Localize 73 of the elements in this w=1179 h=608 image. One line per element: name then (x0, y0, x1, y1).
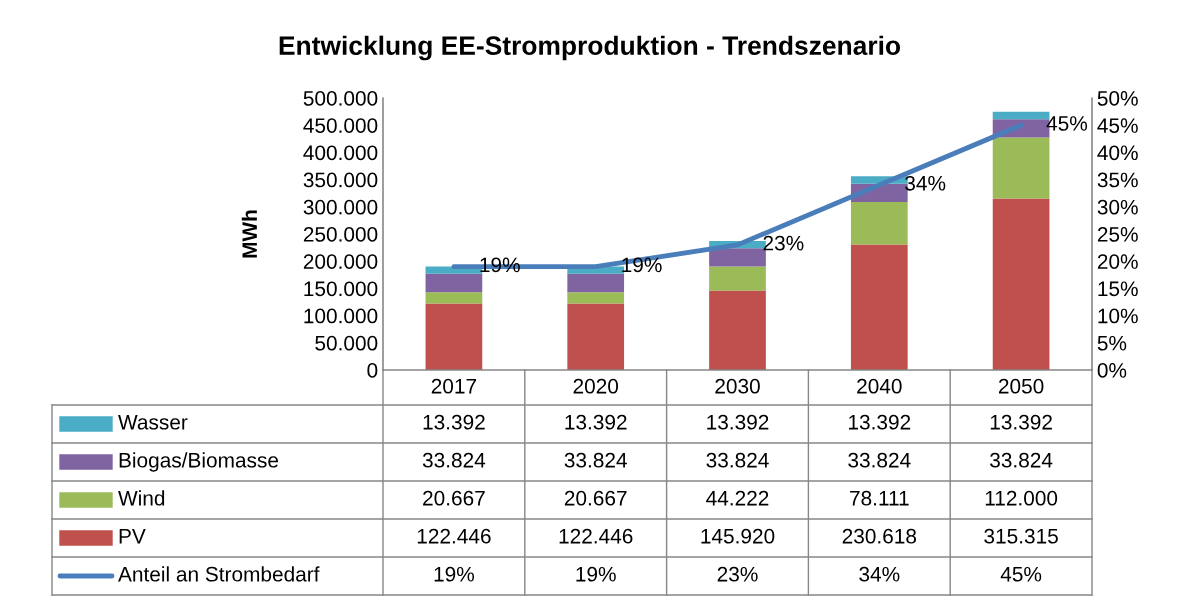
data-label: 13.392 (707, 414, 769, 430)
y-tick-label: 200.000 (303, 254, 378, 269)
legend-label: PV (119, 529, 146, 544)
data-label: 122.446 (417, 528, 491, 544)
bar (709, 266, 766, 291)
y-tick-label: 150.000 (304, 281, 378, 297)
y-tick-label: 450.000 (303, 118, 378, 133)
bar (567, 273, 625, 293)
x-tick-label: 2050 (998, 378, 1044, 394)
y2-tick-label: 20% (1097, 254, 1138, 269)
data-label: 112.000 (985, 490, 1058, 506)
data-label: 19% (576, 566, 616, 582)
y-tick-label: 500.000 (303, 91, 378, 106)
data-label: 122.446 (559, 528, 633, 544)
bar (850, 202, 908, 245)
y-tick-label: 300.000 (303, 199, 378, 215)
data-label: 44.222 (706, 490, 769, 506)
y-tick-label: 350.000 (303, 172, 378, 188)
data-label: 20.667 (423, 490, 485, 506)
y2-tick-label: 5% (1097, 335, 1127, 351)
y2-tick-label: 30% (1097, 199, 1138, 215)
x-tick-label: 2030 (715, 378, 760, 394)
y-tick-label: 250.000 (303, 227, 378, 242)
data-label: 13.392 (565, 414, 627, 430)
data-label: 33.824 (848, 452, 911, 468)
bar (992, 198, 1050, 370)
x-tick-label: 2020 (573, 378, 619, 394)
data-label: 45% (1000, 566, 1042, 582)
data-label: 33.824 (564, 452, 627, 468)
chart-title: Entwicklung EE-Stromproduktion - Trendszenario (279, 35, 901, 61)
y-axis-title: MWh (241, 210, 257, 258)
bar (425, 292, 483, 304)
y-tick-label: 400.000 (303, 145, 378, 161)
bar (567, 292, 625, 304)
y2-tick-label: 0% (1097, 363, 1127, 378)
data-label: 13.392 (849, 414, 911, 430)
data-label: 13.392 (990, 414, 1052, 430)
y-tick-label: 50.000 (315, 335, 378, 351)
bar (425, 303, 483, 370)
data-label: 78.111 (850, 490, 909, 506)
y2-tick-label: 50% (1097, 91, 1138, 106)
legend-label: Anteil an Strombedarf (118, 566, 320, 582)
bar (992, 137, 1050, 199)
data-label: 33.824 (422, 452, 486, 468)
y2-tick-label: 15% (1098, 281, 1138, 297)
text: 19% (622, 257, 662, 273)
legend-label: Biogas/Biomasse (119, 452, 279, 472)
bar (709, 290, 766, 370)
legend-label: Wind (118, 490, 165, 506)
legend-label: Wasser (118, 415, 188, 430)
data-label: 13.392 (423, 414, 485, 430)
y2-tick-label: 35% (1097, 172, 1138, 188)
data-label: 20.667 (564, 490, 627, 506)
data-label: 230.618 (842, 528, 917, 544)
data-label: 19% (434, 566, 475, 582)
y2-tick-label: 25% (1097, 227, 1138, 242)
data-label: 34% (859, 566, 900, 582)
text: 23% (763, 235, 804, 251)
data-label: 33.824 (706, 452, 769, 468)
data-label: 145.920 (701, 528, 775, 544)
bar (567, 303, 625, 370)
data-label: 315.315 (984, 528, 1058, 544)
y2-tick-label: 45% (1097, 118, 1138, 133)
y-tick-label: 0 (367, 363, 378, 378)
bar (850, 244, 908, 370)
y-tick-label: 100.000 (304, 308, 378, 324)
data-label: 23% (717, 566, 758, 582)
y2-tick-label: 10% (1098, 308, 1138, 324)
bar (425, 273, 483, 293)
x-tick-label: 2017 (431, 378, 477, 394)
data-label: 33.824 (990, 452, 1053, 468)
y2-tick-label: 40% (1097, 145, 1138, 161)
x-tick-label: 2040 (857, 378, 902, 394)
